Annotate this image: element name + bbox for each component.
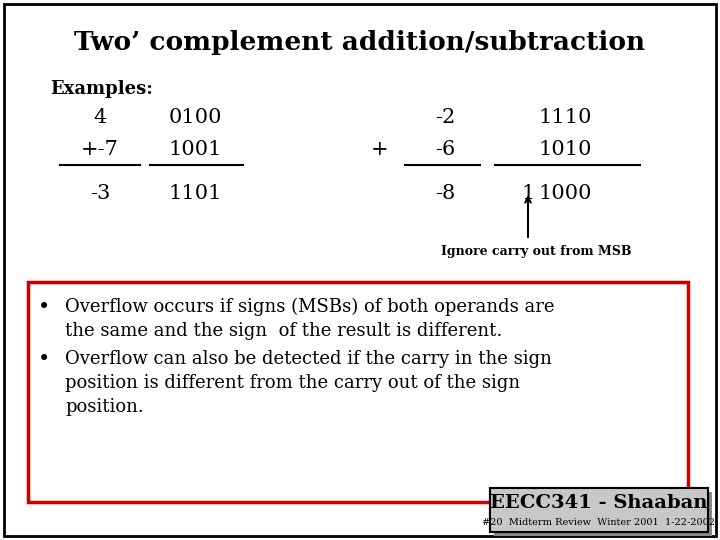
Text: 1110: 1110 — [539, 108, 592, 127]
Bar — [28, 282, 688, 502]
Text: •: • — [38, 298, 50, 317]
Text: 4: 4 — [94, 108, 107, 127]
Text: -2: -2 — [435, 108, 455, 127]
Text: Overflow occurs if signs (MSBs) of both operands are: Overflow occurs if signs (MSBs) of both … — [65, 298, 554, 316]
Text: 1010: 1010 — [539, 140, 592, 159]
Text: -6: -6 — [435, 140, 455, 159]
Text: -8: -8 — [435, 184, 455, 203]
Text: 1101: 1101 — [168, 184, 222, 203]
Bar — [490, 488, 708, 532]
Text: 1000: 1000 — [539, 184, 592, 203]
Text: 1001: 1001 — [168, 140, 222, 159]
Text: 0100: 0100 — [168, 108, 222, 127]
Text: +-7: +-7 — [81, 140, 119, 159]
Text: #20  Midterm Review  Winter 2001  1-22-2002: #20 Midterm Review Winter 2001 1-22-2002 — [482, 518, 716, 527]
Text: Two’ complement addition/subtraction: Two’ complement addition/subtraction — [74, 30, 646, 55]
Bar — [490, 488, 708, 532]
Bar — [494, 492, 712, 536]
Text: Examples:: Examples: — [50, 80, 153, 98]
Text: the same and the sign  of the result is different.: the same and the sign of the result is d… — [65, 322, 503, 340]
Text: •: • — [38, 350, 50, 369]
Text: 1: 1 — [521, 184, 535, 203]
Text: Overflow can also be detected if the carry in the sign: Overflow can also be detected if the car… — [65, 350, 552, 368]
Text: position is different from the carry out of the sign: position is different from the carry out… — [65, 374, 520, 392]
Text: EECC341 - Shaaban: EECC341 - Shaaban — [490, 494, 708, 512]
Text: position.: position. — [65, 398, 144, 416]
Text: +: + — [372, 140, 389, 159]
Text: -3: -3 — [90, 184, 110, 203]
Text: Ignore carry out from MSB: Ignore carry out from MSB — [441, 245, 631, 258]
